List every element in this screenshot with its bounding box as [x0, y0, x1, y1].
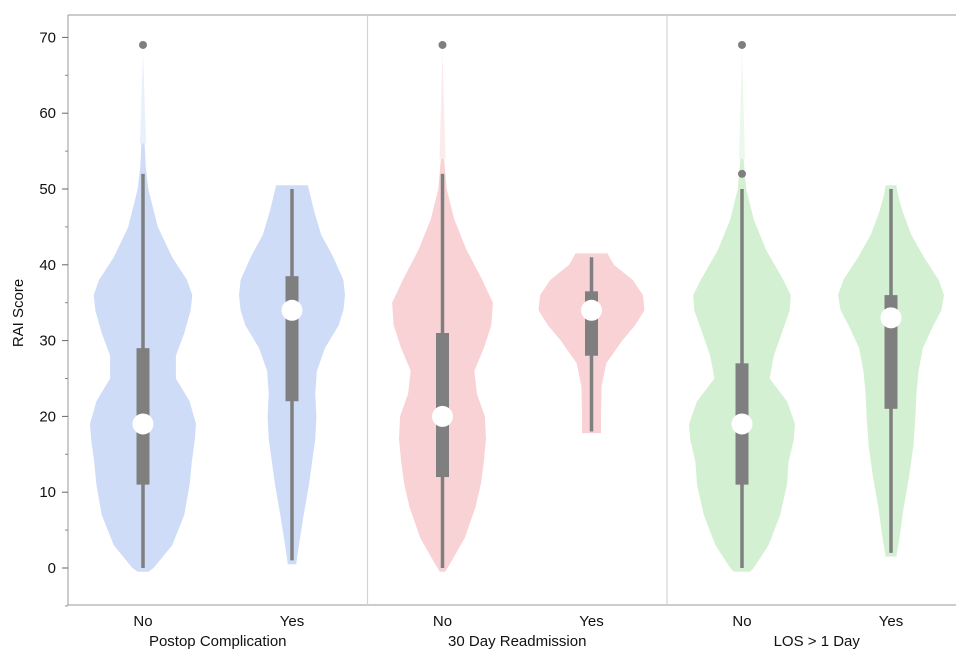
y-tick-label: 10 — [39, 484, 56, 501]
category-label: No — [732, 613, 751, 630]
violin-tail — [140, 50, 146, 144]
panel-label: Postop Complication — [149, 633, 287, 650]
median-marker — [132, 413, 154, 435]
violin-group — [239, 185, 345, 565]
y-tick-label: 50 — [39, 181, 56, 198]
panel — [392, 40, 645, 572]
outlier-point — [438, 40, 447, 49]
median-marker — [581, 299, 602, 321]
violin-group — [838, 185, 944, 557]
panel-label: LOS > 1 Day — [774, 633, 861, 650]
y-tick-label: 20 — [39, 408, 56, 425]
outlier-point — [139, 40, 147, 49]
category-label: Yes — [879, 613, 903, 630]
median-marker — [880, 307, 902, 329]
y-tick-label: 30 — [39, 333, 56, 350]
outlier-point — [738, 169, 746, 178]
violin-layer — [90, 40, 944, 572]
category-label: Yes — [579, 613, 603, 630]
y-axis: 0 10 20 30 40 50 60 70 — [39, 29, 68, 607]
category-label: Yes — [280, 613, 304, 630]
median-marker — [432, 405, 453, 427]
violin-group — [538, 253, 645, 434]
iqr-box — [436, 333, 449, 478]
iqr-box — [285, 276, 299, 402]
plot-frame — [67, 14, 956, 606]
category-labels: No Yes Postop Complication No Yes 30 Day Read… — [133, 613, 903, 650]
category-label: No — [433, 613, 452, 630]
violin-tail — [739, 50, 745, 159]
violin-tail — [439, 50, 446, 159]
y-tick-label: 0 — [48, 560, 56, 577]
outlier-point — [738, 40, 746, 49]
y-tick-label: 70 — [39, 29, 56, 46]
panel — [90, 40, 345, 572]
median-marker — [731, 413, 753, 435]
violin-group — [90, 40, 196, 572]
panel-label: 30 Day Readmission — [448, 633, 586, 650]
median-marker — [281, 299, 303, 321]
y-axis-title: RAI Score — [10, 279, 27, 347]
violin-group — [689, 40, 795, 572]
category-label: No — [133, 613, 152, 630]
panel — [689, 40, 944, 572]
y-tick-label: 60 — [39, 105, 56, 122]
y-tick-label: 40 — [39, 257, 56, 274]
violin-group — [392, 40, 493, 572]
